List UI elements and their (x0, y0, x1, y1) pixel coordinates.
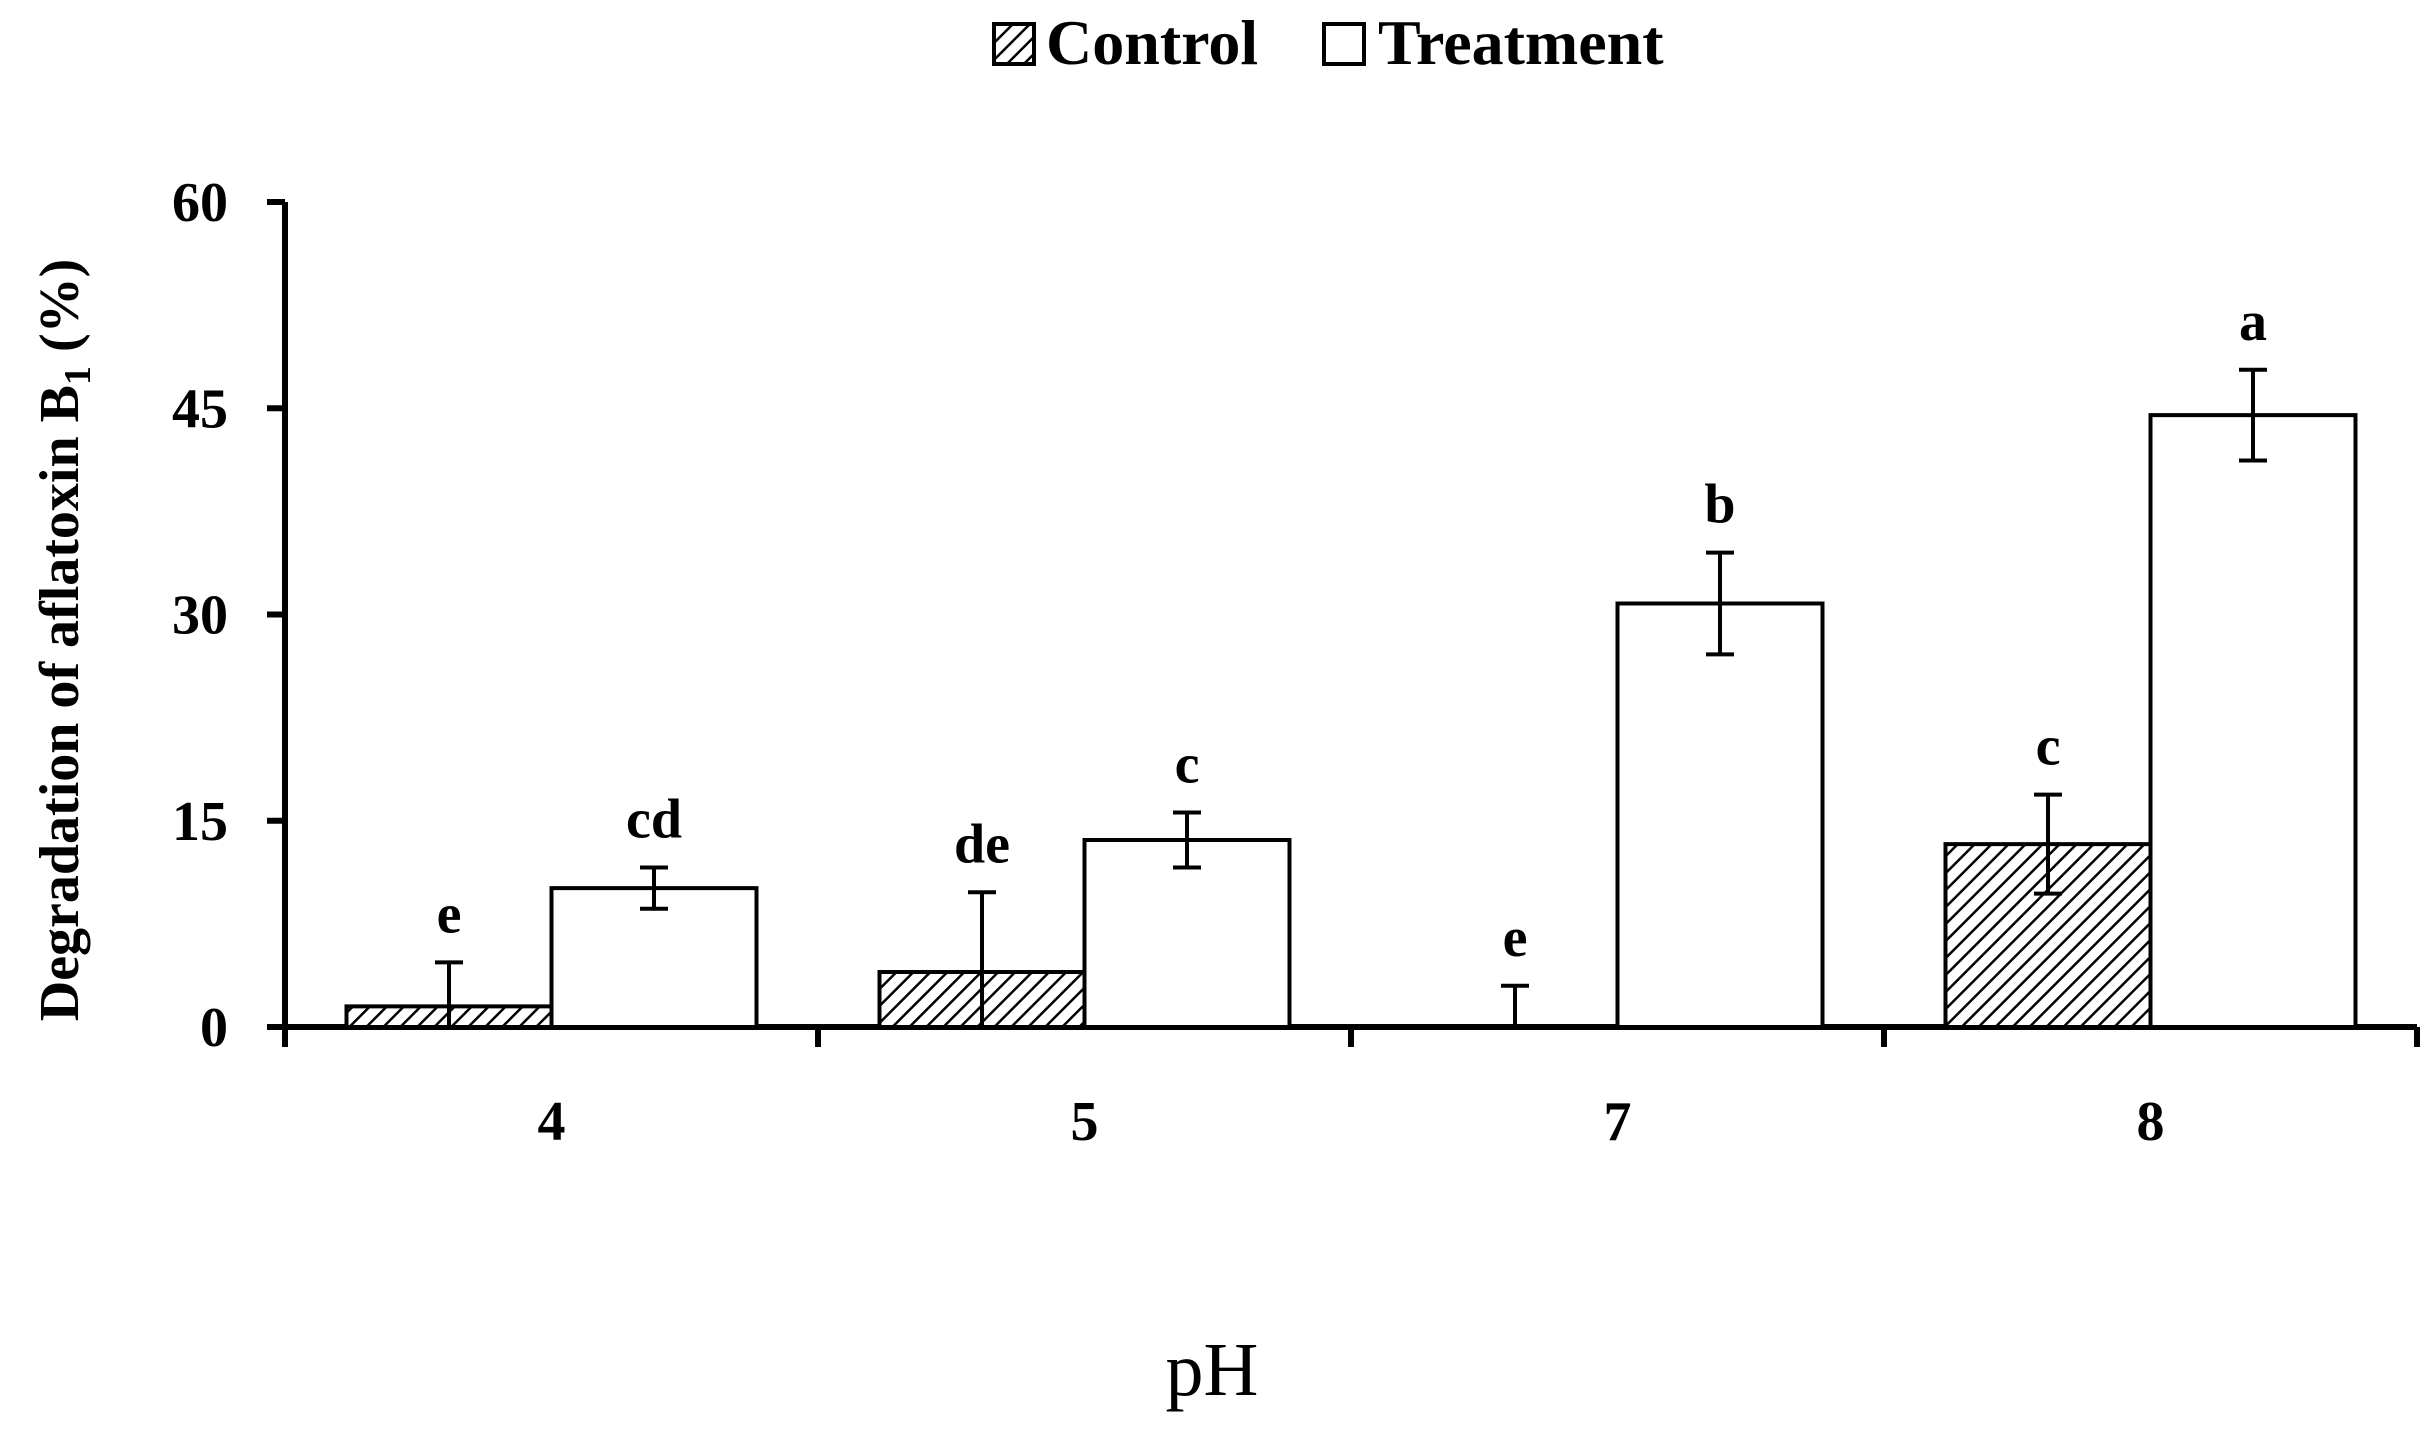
bar-treatment (549, 886, 759, 1029)
y-tick-label: 0 (200, 997, 228, 1059)
significance-letter: e (437, 883, 462, 945)
bars (344, 413, 2358, 1029)
legend-label-treatment: Treatment (1378, 7, 1664, 78)
legend-swatch-control (992, 22, 1036, 66)
legend: Control Treatment (992, 7, 1664, 78)
y-axis-label-subscript: 1 (57, 366, 99, 385)
y-tick-label: 30 (172, 585, 228, 647)
significance-letter: cd (626, 789, 682, 851)
bar-treatment (1615, 601, 1825, 1029)
bar-treatment (1082, 838, 1292, 1029)
bar-treatment (2148, 413, 2358, 1029)
x-tick-label: 7 (1604, 1091, 1632, 1153)
x-axis-label: pH (1166, 1328, 1259, 1412)
x-tick-label: 5 (1071, 1091, 1099, 1153)
y-tick-label: 45 (172, 378, 228, 440)
significance-letter: c (1175, 734, 1200, 796)
legend-label-control: Control (1046, 7, 1258, 78)
y-axis-label-main: Degradation of aflatoxin B (29, 385, 91, 1021)
significance-letter: de (954, 813, 1010, 875)
y-tick-label: 15 (172, 791, 228, 853)
x-tick-label: 8 (2137, 1091, 2165, 1153)
legend-swatch-treatment (1322, 22, 1366, 66)
y-axis-label-suffix: (%) (29, 259, 91, 366)
y-ticks: 0 15 30 45 60 (172, 172, 285, 1059)
significance-letter: e (1503, 907, 1528, 969)
x-tick-label: 4 (538, 1091, 566, 1153)
y-axis-label: Degradation of aflatoxin B1 (%) (29, 259, 99, 1022)
significance-letter: a (2239, 291, 2267, 353)
x-ticks (282, 1027, 2420, 1047)
error-bars (435, 367, 2267, 1027)
significance-letter: c (2036, 716, 2061, 778)
significance-letter: b (1704, 474, 1735, 536)
y-tick-label: 60 (172, 172, 228, 234)
significance-letters: e de e c cd c b a (437, 291, 2267, 969)
x-tick-labels: 4 5 7 8 (538, 1091, 2165, 1153)
